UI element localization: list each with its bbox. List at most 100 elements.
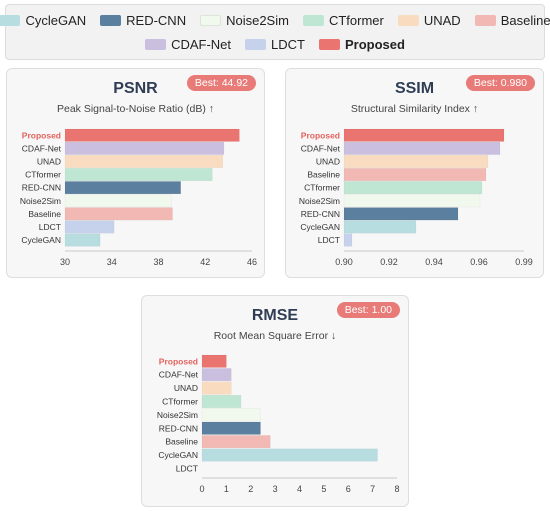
bar-ldct (343, 233, 353, 247)
bar-noise2sim (64, 194, 172, 208)
category-label: Noise2Sim (299, 196, 340, 206)
bar-ctformer (64, 168, 213, 182)
category-label: UNAD (174, 383, 198, 393)
legend-label: CTformer (328, 13, 384, 28)
bar-red-cnn (201, 421, 261, 435)
category-label: Noise2Sim (20, 196, 61, 206)
bar-ctformer (343, 181, 483, 195)
chart-subtitle: Peak Signal-to-Noise Ratio (dB) ↑ (57, 103, 214, 115)
bar-baseline (64, 207, 173, 221)
category-label: LDCT (39, 222, 61, 232)
x-tick-label: 6 (346, 484, 351, 494)
category-label: UNAD (316, 156, 340, 166)
legend-item-cdaf-net: CDAF-Net (145, 37, 231, 52)
rmse-chart-panel: RMSE Root Mean Square Error ↓ Best: 1.00… (141, 295, 409, 507)
category-label: CDAF-Net (159, 370, 199, 380)
x-tick-label: 0.90 (335, 257, 353, 267)
legend-label: Baseline (500, 13, 550, 28)
legend-item-red-cnn: RED-CNN (100, 13, 186, 28)
x-tick-label: 34 (107, 257, 117, 267)
x-tick-label: 0.96 (470, 257, 488, 267)
bar-noise2sim (201, 408, 261, 422)
legend-swatch (200, 15, 222, 26)
legend-item-proposed: Proposed (318, 37, 405, 52)
category-label: Proposed (22, 130, 61, 140)
category-label: CycleGAN (158, 450, 198, 460)
bar-cdaf-net (343, 141, 501, 155)
legend-label: Noise2Sim (226, 13, 289, 28)
bar-unad (64, 154, 224, 168)
psnr-chart-panel: PSNR Peak Signal-to-Noise Ratio (dB) ↑ B… (6, 68, 265, 278)
category-label: Proposed (301, 130, 340, 140)
legend-item-noise2sim: Noise2Sim (200, 13, 289, 28)
category-label: LDCT (176, 463, 198, 473)
legend-swatch (100, 15, 122, 26)
x-tick-label: 2 (248, 484, 253, 494)
category-label: Baseline (165, 437, 198, 447)
legend-label: CycleGAN (25, 13, 87, 28)
category-label: CTformer (25, 170, 61, 180)
legend-item-ldct: LDCT (245, 37, 305, 52)
legend-swatch (0, 15, 21, 26)
x-tick-label: 46 (247, 257, 257, 267)
x-tick-label: 0.92 (380, 257, 398, 267)
category-label: RED-CNN (301, 209, 340, 219)
legend-item-cyclegan: CycleGAN (0, 13, 86, 28)
x-tick-label: 1 (224, 484, 229, 494)
chart-title: SSIM (394, 80, 435, 97)
bar-baseline (201, 435, 271, 449)
legend-swatch (302, 15, 324, 26)
bar-unad (343, 154, 489, 168)
x-tick-label: 0.99 (515, 257, 533, 267)
ssim-chart-plot: 0.90 0.92 0.94 0.96 0.99 Proposed CDAF-Net UNAD… (299, 128, 533, 267)
legend-item-unad: UNAD (397, 13, 461, 28)
legend-label: CDAF-Net (171, 37, 232, 52)
bar-unad (201, 381, 232, 395)
x-tick-label: 4 (297, 484, 302, 494)
x-tick-label: 5 (321, 484, 326, 494)
category-label: Proposed (159, 356, 198, 366)
bar-ldct (64, 220, 115, 234)
bar-cyclegan (201, 448, 378, 462)
ssim-chart-panel: SSIM Structural Similarity Index ↑ Best:… (285, 68, 544, 278)
legend-label: RED-CNN (126, 13, 187, 28)
bar-cyclegan (343, 220, 417, 234)
legend-label: Proposed (344, 37, 405, 52)
category-label: CDAF-Net (301, 143, 341, 153)
bar-cdaf-net (201, 368, 232, 382)
category-label: UNAD (37, 156, 61, 166)
legend-item-baseline: Baseline (474, 13, 550, 28)
legend: CycleGAN RED-CNN Noise2Sim CTformer UNAD… (0, 4, 550, 60)
bar-cyclegan (64, 233, 101, 247)
legend-swatch (245, 39, 267, 50)
category-label: Baseline (28, 209, 61, 219)
bar-ctformer (201, 394, 242, 408)
bar-red-cnn (64, 181, 181, 195)
legend-label: LDCT (271, 37, 305, 52)
category-label: RED-CNN (159, 423, 198, 433)
x-tick-label: 3 (273, 484, 278, 494)
category-label: CycleGAN (21, 235, 61, 245)
bar-cdaf-net (64, 141, 225, 155)
x-tick-label: 0.94 (425, 257, 443, 267)
legend-swatch (474, 15, 496, 26)
chart-title: RMSE (251, 307, 299, 324)
category-label: CTformer (162, 396, 198, 406)
bar-red-cnn (343, 207, 459, 221)
bar-baseline (343, 168, 487, 182)
chart-title: PSNR (113, 80, 158, 97)
category-label: CycleGAN (300, 222, 340, 232)
x-tick-label: 42 (200, 257, 210, 267)
best-badge: Best: 0.980 (465, 75, 535, 91)
chart-subtitle: Structural Similarity Index ↑ (350, 103, 479, 115)
legend-row-1: CycleGAN RED-CNN Noise2Sim CTformer UNAD… (0, 13, 550, 28)
bar-proposed (201, 354, 227, 368)
category-label: Baseline (307, 170, 340, 180)
legend-swatch (145, 39, 167, 50)
bar-proposed (343, 128, 505, 142)
x-tick-label: 38 (153, 257, 163, 267)
x-tick-label: 7 (370, 484, 375, 494)
category-label: LDCT (318, 235, 340, 245)
category-label: CTformer (304, 183, 340, 193)
best-badge: Best: 44.92 (186, 75, 256, 91)
